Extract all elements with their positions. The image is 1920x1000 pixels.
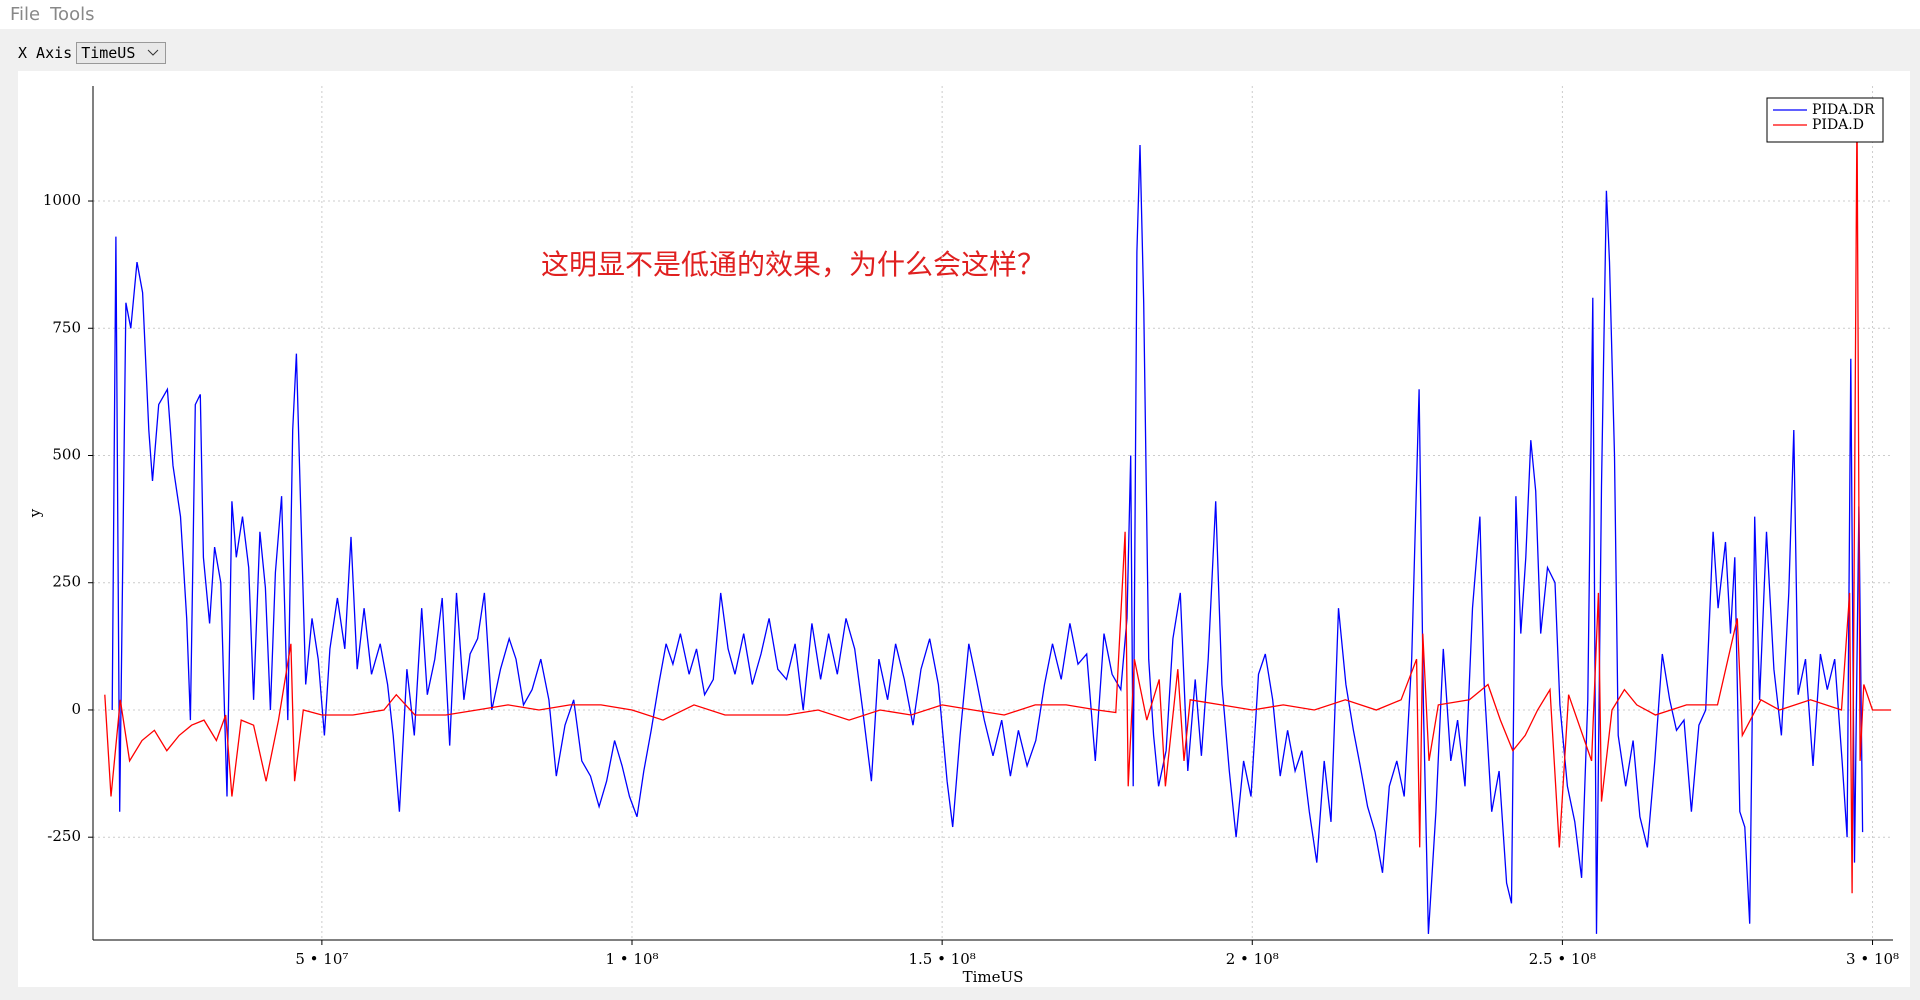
x-tick-label: 3 • 10⁸ xyxy=(1846,950,1899,968)
menu-bar: File Tools xyxy=(0,0,1920,29)
x-axis-select[interactable]: TimeUS xyxy=(76,42,167,64)
x-tick-label: 5 • 10⁷ xyxy=(295,950,348,968)
menu-item[interactable]: File xyxy=(10,4,41,25)
x-tick-label: 2 • 10⁸ xyxy=(1226,950,1279,968)
x-tick-label: 2.5 • 10⁸ xyxy=(1529,950,1596,968)
x-tick-label: 1 • 10⁸ xyxy=(605,950,658,968)
y-tick-label: -250 xyxy=(47,827,81,845)
series-line xyxy=(104,109,1892,894)
x-tick-label: 1.5 • 10⁸ xyxy=(908,950,975,968)
series-line xyxy=(111,144,1864,934)
select-value: TimeUS xyxy=(81,44,136,62)
toolbar: X Axis TimeUS xyxy=(18,42,167,64)
menu-item[interactable]: Tools xyxy=(50,4,95,25)
y-tick-label: 250 xyxy=(52,573,81,591)
x-axis-label: TimeUS xyxy=(963,968,1024,986)
y-tick-label: 1000 xyxy=(43,191,81,209)
y-tick-label: 750 xyxy=(52,318,81,336)
legend-label: PIDA.D xyxy=(1812,117,1864,133)
legend-label: PIDA.DR xyxy=(1812,102,1875,118)
legend-box xyxy=(1766,97,1884,143)
y-axis-label: y xyxy=(26,508,44,518)
y-tick-label: 0 xyxy=(71,700,81,718)
x-axis-label: X Axis xyxy=(18,44,73,62)
chevron xyxy=(148,49,159,56)
y-tick-label: 500 xyxy=(52,445,81,463)
chart: 这明显不是低通的效果，为什么会这样？ -250 0 250 500 750 1000 5 •… xyxy=(18,71,1910,987)
annotation: 这明显不是低通的效果，为什么会这样？ xyxy=(541,248,1045,281)
